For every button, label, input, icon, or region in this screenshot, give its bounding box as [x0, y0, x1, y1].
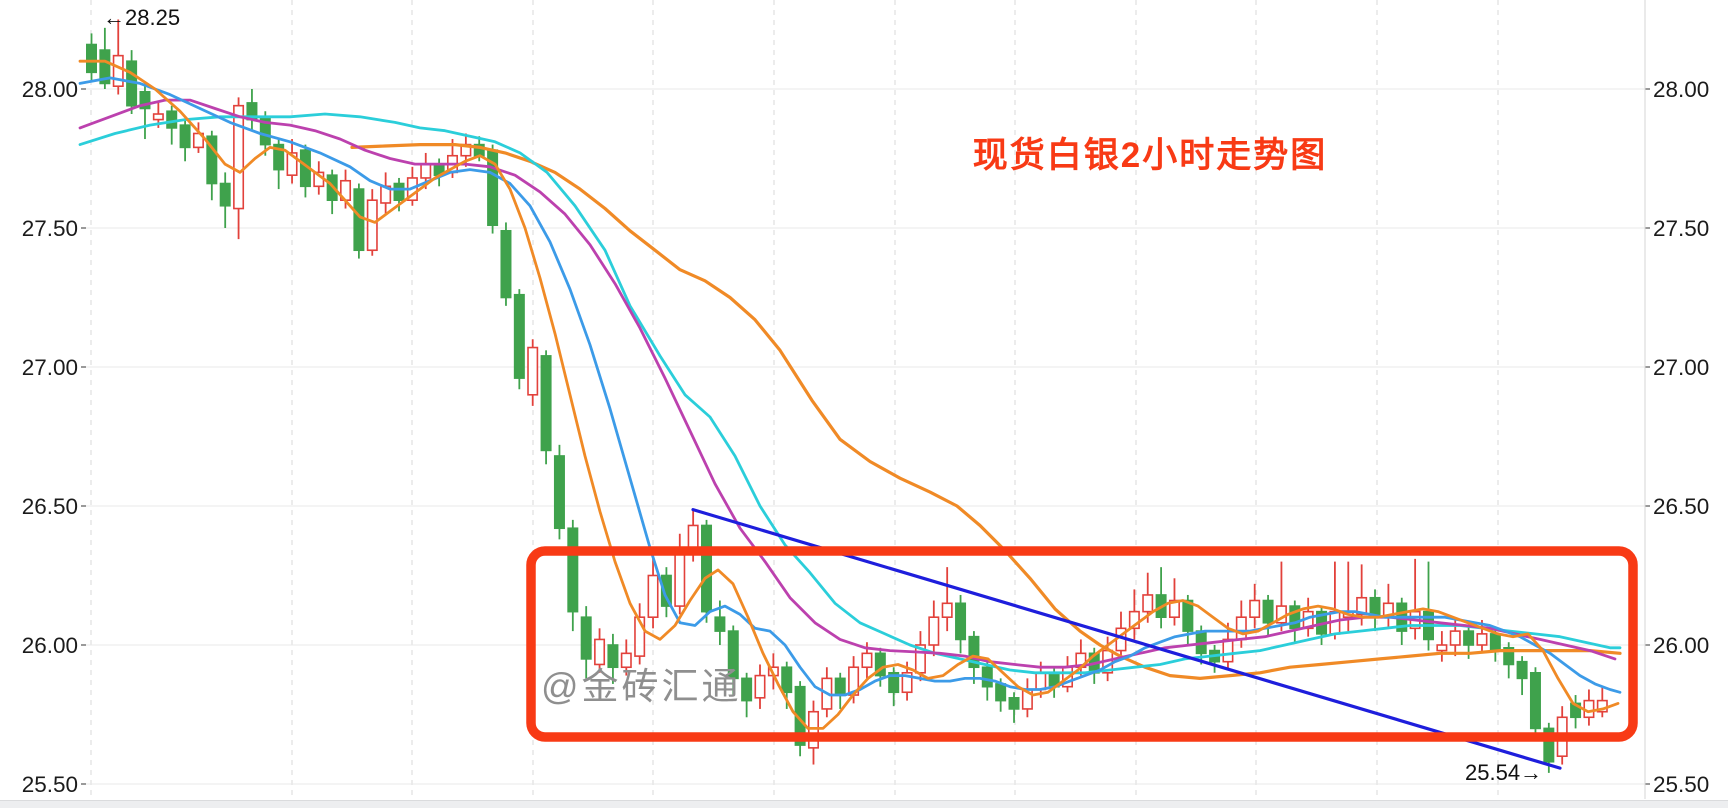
ma-line-fast-orange	[78, 59, 1620, 730]
candle-body-down	[500, 229, 512, 299]
y-axis-label-left: 25.50	[22, 772, 78, 797]
candle-body-up	[928, 616, 940, 646]
candle-body-down	[1463, 630, 1475, 646]
low-price-annotation: 25.54→	[1465, 760, 1543, 785]
candle-body-up	[1449, 630, 1461, 646]
candle-body-down	[888, 671, 900, 694]
y-axis-label-left: 27.50	[22, 216, 78, 241]
candle-body-up	[420, 163, 432, 179]
candle-body-down	[553, 455, 565, 530]
candle-body-up	[674, 546, 686, 607]
candle-body-down	[1262, 599, 1274, 624]
candle-body-up	[647, 574, 659, 619]
grid-layer	[81, 0, 1650, 799]
candle-body-up	[1235, 616, 1247, 641]
candle-body-up	[1142, 594, 1154, 613]
candle-body-up	[1476, 633, 1488, 646]
candle-body-up	[620, 652, 632, 669]
ma-line-cyan	[78, 112, 1622, 675]
y-axis-label-left: 27.00	[22, 355, 78, 380]
candle-body-up	[1222, 638, 1234, 663]
candle-body-up	[1249, 599, 1261, 619]
candle-body-down	[741, 677, 753, 702]
high-price-annotation: ←28.25	[103, 5, 181, 30]
candle-body-down	[1289, 605, 1301, 630]
y-axis-labels: 28.00 28.00 27.50 27.50 27.00 27.00 26.50 26.50…	[22, 77, 1710, 797]
candle-body-up	[527, 346, 539, 396]
candle-body-down	[701, 524, 713, 613]
candle-body-up	[152, 113, 164, 121]
ma-line-slow-orange	[350, 143, 1622, 680]
candle-body-down	[995, 683, 1007, 702]
candle-body-down	[781, 666, 793, 694]
candle-body-down	[874, 652, 886, 677]
candle-body-down	[353, 188, 365, 252]
candle-body-down	[968, 635, 980, 669]
candle-body-down	[727, 630, 739, 680]
candle-body-down	[166, 110, 178, 129]
candle-body-down	[1503, 646, 1515, 666]
candle-body-down	[1182, 599, 1194, 632]
y-axis-label-right: 28.00	[1653, 77, 1709, 102]
candle-body-down	[1543, 727, 1555, 763]
y-axis-label-right: 27.50	[1653, 216, 1709, 241]
candle-body-up	[1128, 610, 1140, 630]
candle-body-down	[273, 143, 285, 171]
candle-body-up	[112, 54, 124, 88]
y-axis-label-left: 26.50	[22, 494, 78, 519]
candle-body-up	[366, 199, 378, 252]
candle-body-down	[513, 293, 525, 379]
candle-body-down	[660, 574, 672, 607]
candle-body-up	[687, 524, 699, 549]
candle-body-down	[540, 355, 552, 452]
candle-body-up	[286, 152, 298, 176]
candle-body-down	[1529, 671, 1541, 730]
candle-body-up	[634, 616, 646, 657]
candle-body-up	[754, 674, 766, 699]
y-axis-label-left: 28.00	[22, 77, 78, 102]
candle-body-down	[179, 124, 191, 149]
candle-body-down	[955, 602, 967, 641]
highlight-box	[526, 546, 1638, 742]
ma-layer	[78, 59, 1622, 730]
candle-body-down	[99, 49, 111, 85]
candle-body-down	[1489, 633, 1501, 652]
candle-body-down	[219, 182, 231, 207]
candle-body-up	[233, 104, 245, 210]
ma-line-blue	[78, 76, 1622, 697]
candle-body-up	[594, 638, 606, 666]
candle-body-down	[714, 616, 726, 632]
y-axis-label-left: 26.00	[22, 633, 78, 658]
candle-body-down	[1516, 660, 1528, 680]
chart-title: 现货白银2小时走势图	[972, 136, 1328, 175]
candle-body-down	[834, 677, 846, 696]
y-axis-label-right: 26.00	[1653, 633, 1709, 658]
candle-body-up	[1356, 596, 1368, 616]
candle-body-up	[1168, 599, 1180, 619]
candle-body-up	[901, 671, 913, 694]
candle-body-down	[567, 527, 579, 613]
candle-body-down	[580, 616, 592, 660]
time-axis-strip	[0, 800, 1728, 808]
candle-body-down	[1008, 697, 1020, 710]
candle-body-up	[861, 652, 873, 669]
y-axis-label-right: 25.50	[1653, 772, 1709, 797]
candle-body-up	[1436, 644, 1448, 652]
candle-body-up	[1035, 671, 1047, 691]
candle-body-down	[981, 666, 993, 688]
candle-body-down	[607, 644, 619, 669]
candle-body-down	[393, 182, 405, 202]
candle-body-up	[941, 602, 953, 618]
y-axis-label-right: 27.00	[1653, 355, 1709, 380]
watermark: @金砖汇通	[541, 666, 742, 707]
candle-body-down	[206, 135, 218, 185]
candle-body-down	[139, 90, 151, 110]
candle-body-down	[86, 43, 98, 74]
y-axis-label-right: 26.50	[1653, 494, 1709, 519]
